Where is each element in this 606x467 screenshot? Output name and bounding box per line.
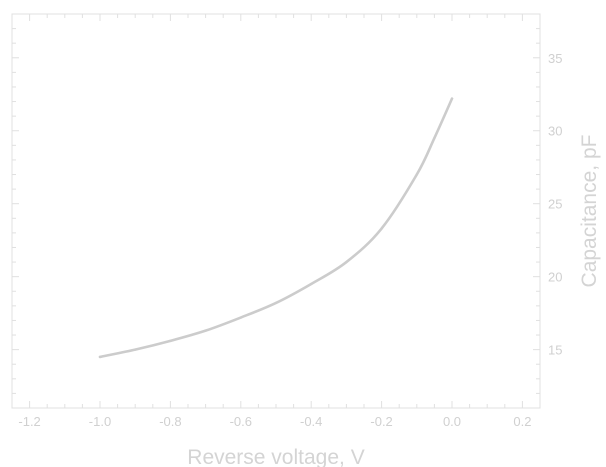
capacitance-curve	[98, 97, 454, 359]
data-point	[274, 301, 278, 305]
data-point	[415, 173, 418, 176]
data-point	[204, 329, 207, 332]
axis-ticks	[11, 13, 541, 409]
data-points	[98, 97, 454, 359]
data-point	[239, 316, 242, 319]
x-tick-label: -1.2	[18, 414, 40, 429]
data-point	[169, 339, 172, 343]
y-tick-label: 35	[548, 51, 562, 66]
x-tick-label: -0.6	[230, 414, 252, 429]
x-tick-label: -1.0	[89, 414, 111, 429]
x-tick-label: 0.0	[443, 414, 461, 429]
data-point	[380, 227, 383, 230]
x-tick-label: -0.2	[370, 414, 392, 429]
data-point	[450, 97, 454, 100]
y-tick-label: 20	[548, 270, 562, 285]
data-point	[433, 136, 436, 140]
x-tick-label: -0.4	[300, 414, 322, 429]
y-tick-label: 15	[548, 343, 562, 358]
x-tick-label: 0.2	[513, 414, 531, 429]
y-axis-label: Capacitance, pF	[578, 135, 601, 288]
data-point	[310, 282, 313, 286]
y-tick-labels: 15 20 25 30 35	[548, 51, 562, 358]
x-axis-label: Reverse voltage, V	[187, 446, 364, 467]
x-tick-labels: -1.2 -1.0 -0.8 -0.6 -0.4 -0.2 0.0 0.2	[18, 414, 531, 429]
y-tick-label: 25	[548, 197, 562, 212]
plot-frame	[11, 13, 541, 409]
y-tick-label: 30	[548, 124, 562, 139]
data-point	[134, 348, 137, 351]
x-tick-label: -0.8	[159, 414, 181, 429]
data-point	[98, 355, 102, 359]
data-point	[345, 260, 348, 264]
